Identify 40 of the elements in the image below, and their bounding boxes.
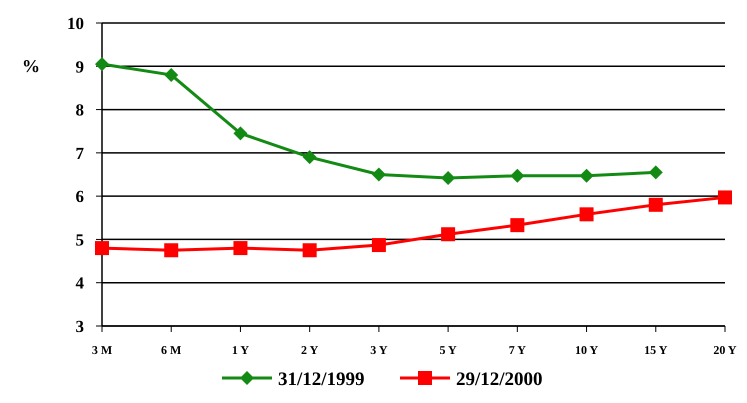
legend-label: 29/12/2000	[456, 369, 543, 390]
x-tick-label: 15 Y	[644, 343, 668, 357]
y-axis-title: %	[22, 56, 40, 76]
point	[510, 218, 524, 232]
y-tick-label: 7	[76, 144, 84, 163]
x-tick-label: 5 Y	[439, 343, 458, 357]
point	[95, 241, 109, 256]
point	[648, 165, 663, 180]
point	[372, 168, 386, 182]
point	[302, 243, 317, 258]
x-tick-label: 1 Y	[232, 343, 250, 357]
x-tick-label: 2 Y	[301, 343, 319, 357]
y-tick-label: 10	[67, 14, 84, 33]
x-tick-label: 3 M	[92, 343, 112, 357]
x-tick-label: 6 M	[161, 343, 182, 357]
point	[718, 190, 732, 204]
legend-label: 31/12/1999	[278, 369, 365, 390]
y-tick-label: 5	[76, 230, 84, 250]
point	[95, 57, 109, 72]
point	[164, 243, 178, 258]
point	[372, 238, 386, 252]
point	[441, 227, 456, 242]
y-tick-label: 8	[76, 100, 84, 120]
y-tick-label: 6	[76, 187, 84, 206]
point	[441, 170, 456, 185]
y-tick-label: 4	[76, 274, 84, 293]
y-tick-label: 9	[76, 57, 84, 76]
x-tick-label: 10 Y	[574, 343, 598, 357]
point	[648, 198, 663, 212]
point	[302, 150, 317, 164]
x-tick-label: 20 Y	[713, 343, 737, 357]
point	[580, 168, 594, 183]
x-tick-label: 3 Y	[370, 343, 388, 357]
y-tick-label: 3	[76, 317, 84, 336]
point	[510, 168, 524, 183]
point	[580, 207, 594, 222]
point	[233, 126, 248, 140]
point	[233, 241, 248, 256]
point	[164, 68, 178, 82]
x-tick-label: 7 Y	[508, 343, 526, 357]
